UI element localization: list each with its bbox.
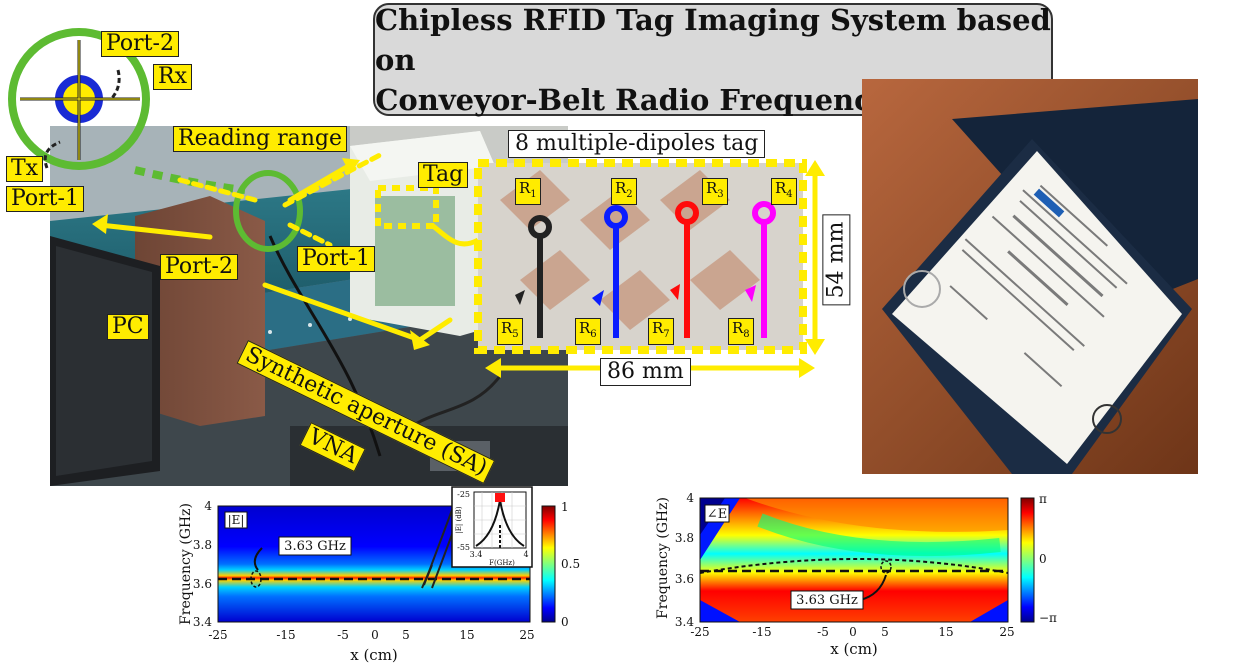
resonator-label-r4: R4 [771, 178, 797, 205]
magnitude-colorbar [541, 505, 556, 623]
tag-heading: 8 multiple-dipoles tag [508, 130, 766, 158]
award-certificate-photo [862, 79, 1198, 474]
reading-range-circle [233, 170, 303, 252]
label-port2-mid: Port-2 [160, 254, 238, 280]
title-line-1: Chipless RFID Tag Imaging System based o… [375, 2, 1051, 77]
label-port1-left: Port-1 [6, 186, 84, 212]
label-rx: Rx [153, 64, 192, 90]
award-certificate-illustration [882, 99, 1198, 474]
label-port2-top: Port-2 [101, 31, 179, 57]
tag-panel-border [474, 159, 807, 354]
antenna-range-circle [8, 28, 150, 170]
resonator-r2 [604, 205, 628, 338]
resonator-label-r2: R2 [611, 178, 637, 205]
label-reading-range: Reading range [173, 126, 347, 152]
resonator-label-r1: R1 [515, 178, 541, 205]
label-pc: PC [107, 314, 149, 340]
plot-phase [699, 497, 1035, 623]
tag-height-label: 54 mm [822, 214, 851, 306]
label-tx: Tx [6, 156, 44, 182]
resonator-label-r7: R7 [648, 318, 674, 345]
resonator-label-r6: R6 [575, 318, 601, 345]
phase-colorbar [1020, 497, 1035, 623]
label-port1-mid: Port-1 [297, 246, 375, 272]
resonator-label-r5: R5 [497, 318, 523, 345]
resonator-r3 [675, 201, 699, 338]
resonator-label-r8: R8 [728, 318, 754, 345]
resonator-label-r3: R3 [702, 178, 728, 205]
tag-width-label: 86 mm [600, 358, 691, 386]
label-tag: Tag [418, 162, 469, 188]
resonator-r4 [752, 201, 776, 338]
plot-magnitude [217, 486, 556, 623]
resonator-r1 [528, 215, 552, 338]
